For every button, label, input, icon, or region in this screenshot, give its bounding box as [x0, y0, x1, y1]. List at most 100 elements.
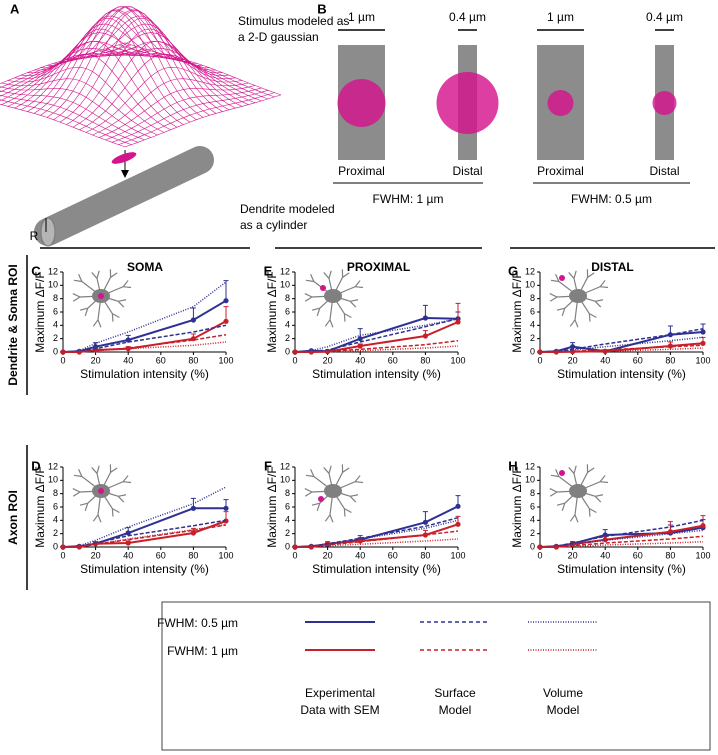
y-axis-label: Maximum ΔF/F — [265, 466, 279, 547]
roi-dot — [559, 470, 565, 476]
y-tick-label: 10 — [525, 280, 535, 290]
x-tick-label: 20 — [91, 355, 101, 365]
soma — [324, 484, 342, 498]
mesh-line — [0, 99, 132, 145]
x-tick-label: 80 — [665, 355, 675, 365]
data-point — [667, 529, 674, 535]
x-tick-label: 20 — [323, 550, 333, 560]
column-header: DISTAL — [591, 260, 633, 274]
x-tick-label: 100 — [695, 355, 710, 365]
legend-column-label: Surface — [434, 686, 476, 700]
y-tick-label: 2 — [530, 333, 535, 343]
data-point — [357, 336, 363, 342]
series-line — [540, 540, 704, 548]
series-line — [294, 316, 459, 353]
series-line — [540, 344, 704, 353]
label: 1 µm — [547, 10, 574, 24]
x-tick-label: 80 — [665, 550, 675, 560]
x-tick-label: 80 — [420, 550, 430, 560]
y-tick-label: 8 — [285, 293, 290, 303]
label: R — [30, 229, 39, 243]
x-tick-label: 100 — [450, 355, 465, 365]
y-tick-label: 6 — [53, 306, 58, 316]
mesh-line — [0, 86, 152, 138]
legend-row-label: FWHM: 0.5 µm — [157, 616, 238, 630]
y-tick-label: 2 — [285, 528, 290, 538]
label: 1 µm — [348, 10, 375, 24]
data-point — [422, 333, 428, 339]
series-line — [62, 486, 227, 548]
series-line — [295, 530, 459, 548]
series-line — [295, 345, 459, 353]
x-tick-label: 40 — [123, 550, 133, 560]
y-tick-label: 10 — [48, 280, 58, 290]
panel-label: E — [264, 263, 273, 278]
y-axis-label: Maximum ΔF/F — [510, 271, 524, 352]
stimulus-spot — [547, 90, 574, 116]
soma — [324, 289, 342, 303]
y-tick-label: 2 — [530, 528, 535, 538]
mesh-line — [72, 23, 230, 111]
x-tick-label: 60 — [156, 355, 166, 365]
dendrite — [92, 295, 102, 328]
dendrite — [324, 490, 334, 523]
error-bar — [223, 280, 229, 301]
y-tick-label: 12 — [48, 461, 58, 471]
label: Proximal — [338, 164, 385, 178]
data-point — [190, 530, 196, 536]
data-point — [223, 505, 229, 511]
x-tick-label: 0 — [537, 355, 542, 365]
x-tick-label: 100 — [218, 355, 233, 365]
y-tick-label: 6 — [285, 501, 290, 511]
data-point — [190, 505, 196, 511]
y-tick-label: 8 — [530, 293, 535, 303]
stimulus-spot — [436, 72, 499, 134]
label: Proximal — [537, 164, 584, 178]
x-tick-label: 0 — [537, 550, 542, 560]
y-tick-label: 4 — [285, 515, 290, 525]
x-tick-label: 60 — [633, 355, 643, 365]
data-point — [223, 318, 229, 324]
x-tick-label: 60 — [156, 550, 166, 560]
y-tick-label: 4 — [53, 320, 58, 330]
data-point — [570, 344, 576, 350]
y-tick-label: 0 — [285, 346, 290, 356]
row-header: Dendrite & Soma ROI — [6, 264, 20, 385]
cylinder-end — [40, 217, 56, 247]
label: Distal — [649, 164, 679, 178]
y-tick-label: 0 — [285, 541, 290, 551]
panel-label: B — [317, 1, 326, 16]
soma — [569, 289, 587, 303]
mesh-line — [0, 94, 139, 143]
mesh-line — [98, 85, 256, 138]
x-axis-label: Stimulation intensity (%) — [312, 562, 441, 576]
x-tick-label: 20 — [568, 550, 578, 560]
series-line — [62, 519, 227, 548]
y-tick-label: 2 — [285, 333, 290, 343]
x-tick-label: 60 — [388, 550, 398, 560]
dendrite — [569, 490, 579, 523]
panel-label: C — [31, 263, 41, 278]
mesh-line — [111, 90, 269, 143]
x-tick-label: 40 — [355, 355, 365, 365]
series-line — [295, 339, 459, 353]
y-axis-label: Maximum ΔF/F — [33, 466, 47, 547]
dendrite — [569, 295, 579, 328]
x-tick-label: 80 — [188, 355, 198, 365]
series-line — [62, 281, 227, 353]
x-tick-label: 0 — [292, 355, 297, 365]
error-bar — [455, 302, 461, 322]
stimulus-spot — [337, 79, 386, 127]
y-tick-label: 2 — [53, 528, 58, 538]
x-tick-label: 40 — [600, 550, 610, 560]
x-tick-label: 20 — [568, 355, 578, 365]
data-point — [223, 298, 229, 304]
gaussian-mesh — [0, 6, 282, 148]
data-point — [190, 317, 196, 323]
data-point — [422, 315, 428, 321]
y-tick-label: 12 — [280, 461, 290, 471]
y-tick-label: 10 — [48, 475, 58, 485]
y-tick-label: 4 — [285, 320, 290, 330]
x-axis-label: Stimulation intensity (%) — [80, 562, 209, 576]
